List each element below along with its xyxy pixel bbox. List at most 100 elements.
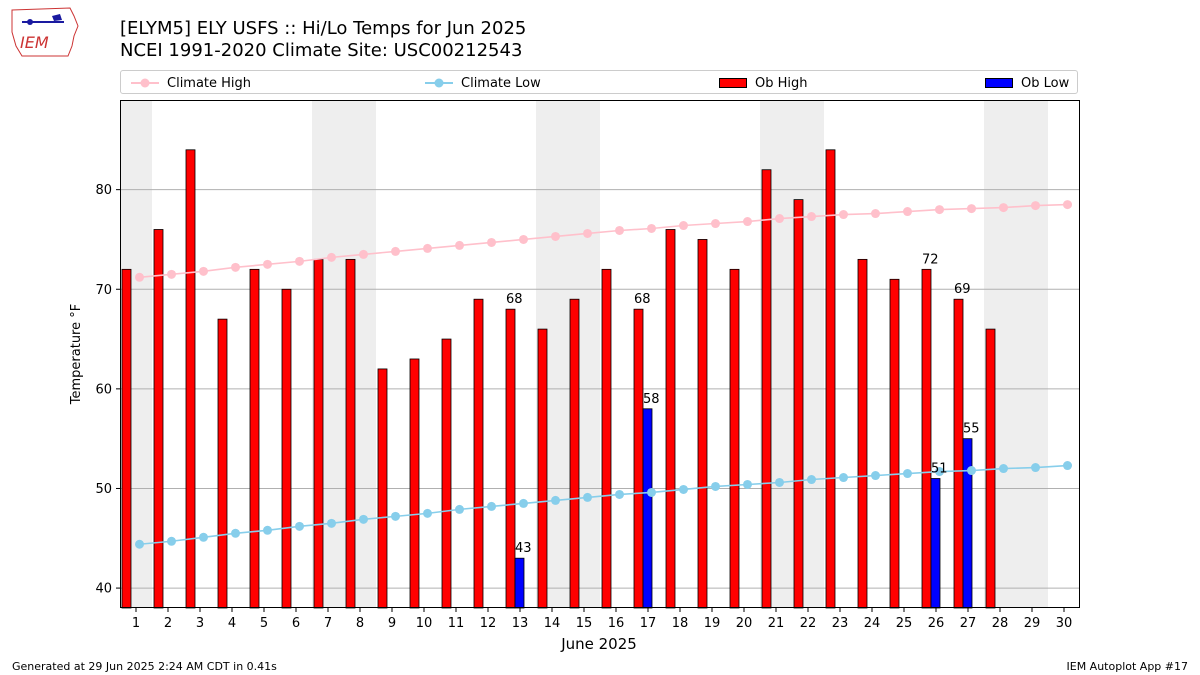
x-tick-label-20: 20 — [736, 616, 753, 631]
climate-low-point-day-11 — [455, 504, 464, 514]
x-tick-label-9: 9 — [388, 616, 396, 631]
x-tick-label-12: 12 — [480, 616, 497, 631]
climate-low-point-day-17 — [647, 487, 656, 497]
climate-high-point-day-13 — [519, 234, 528, 244]
climate-low-point-day-8 — [359, 514, 368, 524]
climate-low-point-day-9 — [391, 511, 400, 521]
ob-high-bar-day-22 — [793, 199, 804, 609]
climate-low-point-day-15 — [583, 492, 592, 502]
x-tick-label-7: 7 — [324, 616, 332, 631]
climate-high-point-day-26 — [935, 205, 944, 215]
climate-high-point-day-21 — [775, 214, 784, 224]
legend-climate-low-label: Climate Low — [461, 75, 541, 91]
iowa-outline — [11, 7, 79, 57]
climate-low-point-day-26 — [935, 467, 944, 477]
climate-high-point-day-24 — [871, 209, 880, 219]
climate-low-point-day-18 — [679, 484, 688, 494]
ob-high-bar-day-13 — [505, 308, 516, 609]
plot-frame — [120, 100, 1080, 608]
ob-high-bar-day-8 — [345, 258, 356, 609]
climate-high-point-day-28 — [999, 203, 1008, 213]
climate-low-point-day-14 — [551, 495, 560, 505]
x-tick-label-17: 17 — [640, 616, 657, 631]
ob-high-bar-day-21 — [761, 169, 772, 609]
climate-low-point-day-22 — [807, 475, 816, 485]
y-tick-label-70: 70 — [95, 283, 112, 298]
climate-low-point-day-23 — [839, 473, 848, 483]
x-tick-label-10: 10 — [416, 616, 433, 631]
x-axis-label: June 2025 — [560, 635, 637, 653]
x-tick-label-16: 16 — [608, 616, 625, 631]
ob-high-label-day-13: 68 — [506, 292, 523, 307]
ob-high-bar-day-25 — [889, 278, 900, 609]
title-line2: NCEI 1991-2020 Climate Site: USC00212543 — [120, 40, 523, 61]
climate-high-line — [139, 203, 1068, 279]
x-tick-label-27: 27 — [960, 616, 977, 631]
ob-high-bar-day-12 — [473, 298, 484, 609]
ob-high-bar-day-6 — [281, 288, 292, 609]
ob-high-label-day-17: 68 — [634, 292, 651, 307]
climate-high-point-day-8 — [359, 249, 368, 259]
climate-low-point-day-29 — [1031, 463, 1040, 473]
climate-low-point-day-16 — [615, 489, 624, 499]
climate-high-point-day-14 — [551, 231, 560, 241]
climate-low-point-day-25 — [903, 469, 912, 479]
y-tick-label-80: 80 — [95, 183, 112, 198]
ob-high-bar-day-7 — [313, 258, 324, 609]
climate-low-point-day-7 — [327, 518, 336, 528]
ob-high-bar-day-2 — [153, 229, 164, 609]
climate-low-point-day-30 — [1063, 461, 1072, 471]
ob-high-label-day-26: 72 — [922, 252, 939, 267]
climate-low-point-day-24 — [871, 471, 880, 481]
annotations: 68 68 72 69 43 58 51 55 — [506, 252, 980, 556]
x-tick-label-11: 11 — [448, 616, 465, 631]
ob-high-bar-day-14 — [537, 328, 548, 609]
climate-high-point-day-19 — [711, 219, 720, 229]
climate-low-point-day-13 — [519, 498, 528, 508]
climate-low-point-day-5 — [263, 525, 272, 535]
climate-low-point-day-27 — [967, 466, 976, 476]
legend-climate-low-swatch — [425, 78, 453, 88]
climate-high-point-day-5 — [263, 259, 272, 269]
ob-high-bar-day-16 — [601, 268, 612, 609]
climate-low-point-day-6 — [295, 521, 304, 531]
climate-high-point-day-23 — [839, 210, 848, 220]
ob-low-bar-day-26 — [930, 478, 941, 609]
ob-high-bar-day-23 — [825, 149, 836, 609]
climate-high-point-day-17 — [647, 223, 656, 233]
x-tick-label-25: 25 — [896, 616, 913, 631]
x-tick-label-2: 2 — [164, 616, 172, 631]
logo-flag — [52, 14, 62, 21]
ob-low-label-day-17: 58 — [643, 392, 660, 407]
ob-high-bar-day-11 — [441, 338, 452, 609]
climate-low-point-day-12 — [487, 501, 496, 511]
ob-high-bar-day-26 — [921, 268, 932, 609]
x-tick-label-13: 13 — [512, 616, 529, 631]
climate-high-point-day-12 — [487, 237, 496, 247]
climate-low-point-day-4 — [231, 528, 240, 538]
x-tick-label-30: 30 — [1056, 616, 1073, 631]
climate-high-point-day-29 — [1031, 201, 1040, 211]
legend-ob-high-label: Ob High — [755, 75, 808, 91]
climate-high-point-day-20 — [743, 217, 752, 227]
climate-high-point-day-2 — [167, 269, 176, 279]
x-tick-label-8: 8 — [356, 616, 364, 631]
climate-low-point-day-10 — [423, 508, 432, 518]
x-tick-label-5: 5 — [260, 616, 268, 631]
logo-text: IEM — [20, 33, 49, 52]
x-tick-label-4: 4 — [228, 616, 236, 631]
climate-high-point-day-11 — [455, 240, 464, 250]
ob-low-bar-day-27 — [962, 438, 973, 609]
climate-low-point-day-3 — [199, 532, 208, 542]
gridlines — [120, 189, 1080, 589]
ob-high-bar-day-10 — [409, 358, 420, 609]
climate-low-point-day-1 — [135, 539, 144, 549]
ob-low-label-day-26: 51 — [931, 462, 948, 477]
app-note: IEM Autoplot App #17 — [1066, 660, 1189, 673]
legend-climate-high-label: Climate High — [167, 75, 252, 91]
ob-low-bar-day-17 — [642, 408, 653, 609]
y-tick-label-50: 50 — [95, 482, 112, 497]
generated-note: Generated at 29 Jun 2025 2:24 AM CDT in … — [12, 660, 277, 673]
